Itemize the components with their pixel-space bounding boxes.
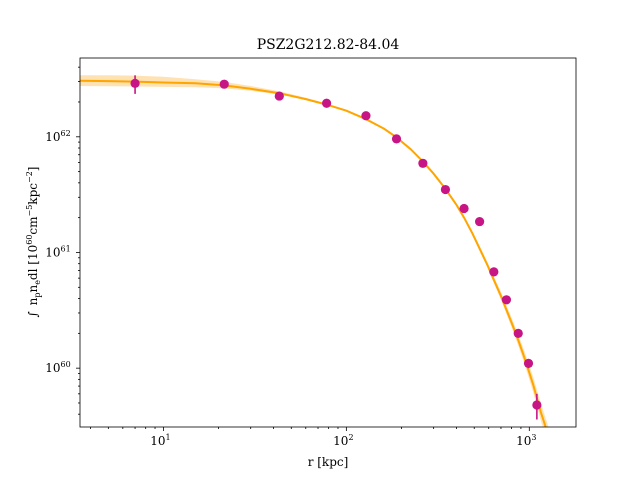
model-curve — [80, 79, 547, 427]
ylabel-np: n — [26, 297, 40, 305]
point-marker — [219, 79, 229, 89]
data-point — [130, 75, 140, 94]
x-tick-label: 102 — [333, 433, 353, 448]
y-tick-label: 1062 — [45, 129, 70, 144]
data-point — [489, 267, 499, 277]
y-tick-label: 1060 — [45, 360, 70, 375]
data-point — [219, 79, 229, 89]
model-confidence-band — [80, 75, 549, 427]
data-point — [532, 393, 542, 420]
x-tick-label: 103 — [516, 433, 536, 448]
data-point — [391, 134, 402, 144]
x-tick-label: 101 — [150, 433, 170, 448]
x-axis: 101 102 103 — [90, 427, 536, 448]
data-point — [459, 203, 469, 214]
point-marker — [274, 91, 284, 101]
point-marker — [501, 295, 512, 305]
point-marker — [322, 98, 332, 108]
point-marker — [391, 134, 402, 144]
point-marker — [513, 328, 523, 338]
point-marker — [489, 267, 499, 277]
data-point — [475, 216, 485, 227]
point-marker — [440, 184, 451, 195]
integral-sign: ∫ — [26, 310, 40, 317]
point-marker — [418, 158, 428, 168]
y-axis-label: ∫ npnedl [1060cm−5kpc−2] — [25, 167, 42, 318]
point-marker — [130, 78, 140, 88]
data-point — [418, 158, 428, 168]
data-points — [130, 75, 542, 420]
data-point — [513, 328, 523, 338]
data-point — [274, 91, 284, 101]
point-marker — [361, 111, 371, 121]
data-point — [440, 184, 451, 195]
y-tick-label: 1061 — [45, 244, 70, 259]
data-point — [361, 111, 371, 121]
data-point — [523, 358, 534, 369]
data-point — [322, 98, 332, 108]
x-axis-label: r [kpc] — [308, 455, 349, 469]
chart-title: PSZ2G212.82-84.04 — [257, 37, 400, 53]
point-marker — [523, 358, 534, 368]
point-marker — [459, 203, 469, 214]
point-marker — [475, 216, 485, 227]
plot-frame — [79, 57, 577, 428]
plot-area — [80, 75, 549, 427]
y-axis: 1060 1061 1062 — [45, 66, 80, 415]
data-point — [501, 295, 512, 305]
point-marker — [532, 400, 542, 410]
